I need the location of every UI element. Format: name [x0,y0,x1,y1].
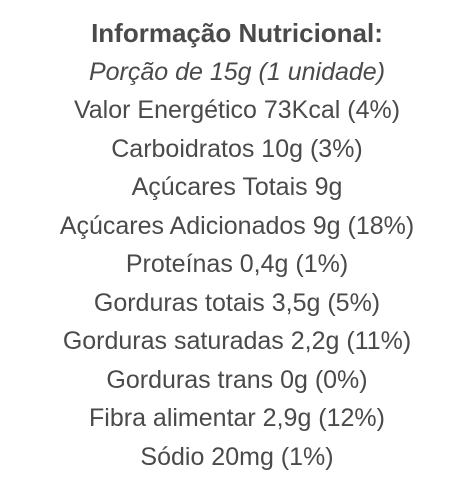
dietary-fiber-row: Fibra alimentar 2,9g (12%) [89,404,385,432]
added-sugars-row: Açúcares Adicionados 9g (18%) [59,211,415,240]
nutrition-title: Informação Nutricional: [91,18,383,48]
sodium-row: Sódio 20mg (1%) [140,442,334,471]
saturated-fats-row: Gorduras saturadas 2,2g (11%) [62,327,412,355]
trans-fats-row: Gorduras trans 0g (0%) [106,365,368,394]
serving-size: Porção de 15g (1 unidade) [88,57,386,86]
carbohydrates-row: Carboidratos 10g (3%) [111,134,363,163]
total-fats-row: Gorduras totais 3,5g (5%) [93,288,381,317]
nutrition-info-panel: Informação Nutricional: Porção de 15g (1… [59,18,415,471]
energy-value-row: Valor Energético 73Kcal (4%) [73,96,401,124]
total-sugars-row: Açúcares Totais 9g [131,173,343,201]
proteins-row: Proteínas 0,4g (1%) [125,250,349,278]
